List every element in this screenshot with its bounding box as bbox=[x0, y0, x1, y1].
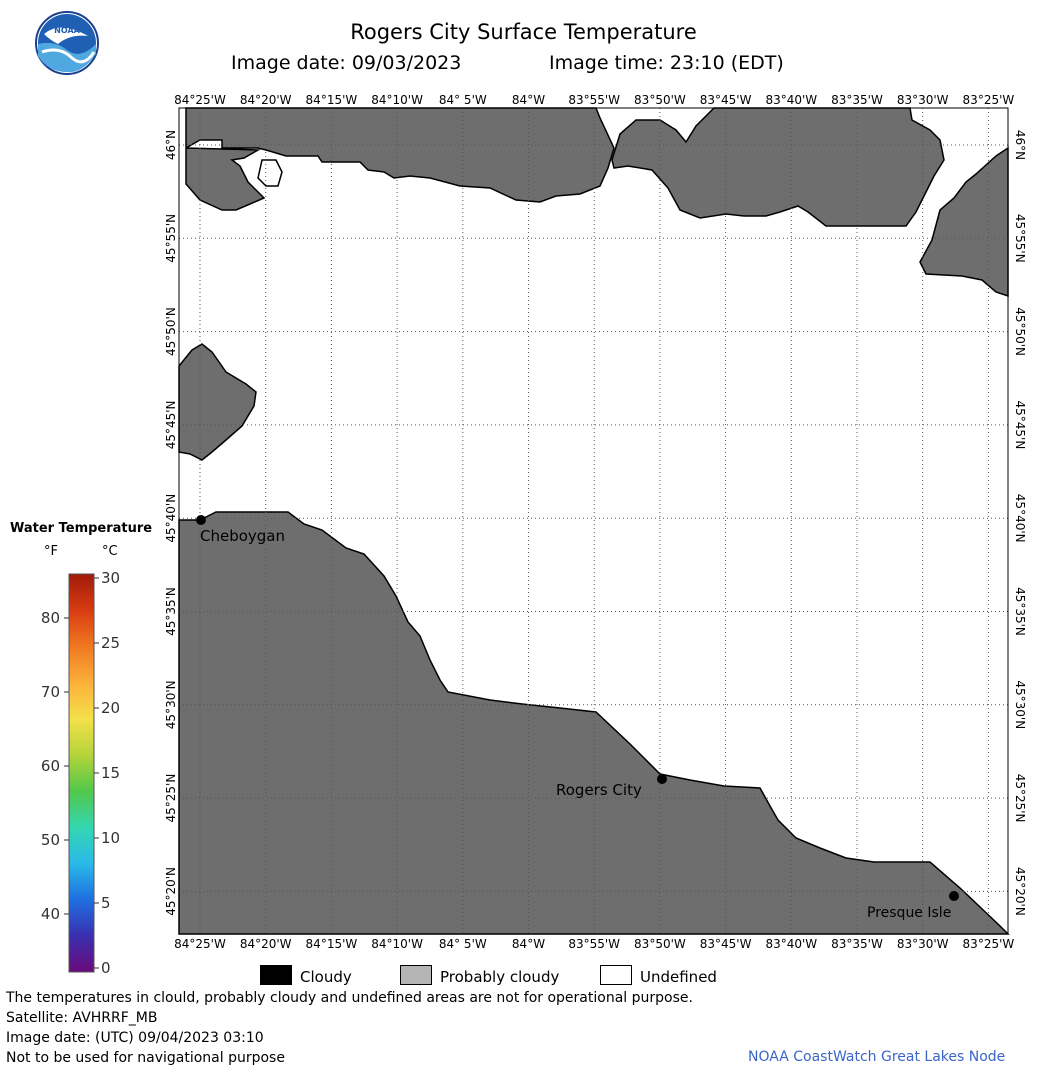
latitude-label-left: 45°55'N bbox=[164, 214, 178, 263]
longitude-label-top: 84° 5'W bbox=[439, 93, 487, 107]
latitude-label-right: 45°45'N bbox=[1013, 400, 1027, 449]
graticule bbox=[179, 108, 1008, 934]
fahrenheit-tick-label: 70 bbox=[41, 683, 60, 701]
land-upper-peninsula bbox=[611, 107, 945, 227]
longitude-label-bottom: 83°25'W bbox=[963, 937, 1015, 951]
probably-cloudy-swatch bbox=[400, 965, 432, 985]
longitude-label-top: 83°35'W bbox=[831, 93, 883, 107]
noaa-logo: NOAA bbox=[35, 11, 99, 75]
longitude-label-top: 83°30'W bbox=[897, 93, 949, 107]
cloudy-label: Cloudy bbox=[300, 968, 352, 986]
latitude-label-left: 45°50'N bbox=[164, 307, 178, 356]
longitude-label-bottom: 83°55'W bbox=[568, 937, 620, 951]
celsius-tick-label: 25 bbox=[101, 634, 120, 652]
longitude-label-top: 83°45'W bbox=[700, 93, 752, 107]
map-border bbox=[178, 107, 1009, 935]
cloudy-swatch bbox=[260, 965, 292, 985]
fahrenheit-tick-label: 50 bbox=[41, 831, 60, 849]
footer-utc-date: Image date: (UTC) 09/04/2023 03:10 bbox=[6, 1030, 264, 1046]
latitude-label-right: 45°20'N bbox=[1013, 867, 1027, 916]
undefined-label: Undefined bbox=[640, 968, 717, 986]
longitude-label-bottom: 84°20'W bbox=[240, 937, 292, 951]
fahrenheit-tick-label: 80 bbox=[41, 609, 60, 627]
land-lower-peninsula bbox=[178, 511, 1010, 935]
place-markers: Cheboygan Rogers City Presque Isle bbox=[196, 515, 959, 921]
celsius-tick-label: 10 bbox=[101, 829, 120, 847]
latitude-label-right: 45°55'N bbox=[1013, 214, 1027, 263]
image-date-label: Image date: 09/03/2023 bbox=[231, 52, 462, 74]
longitude-label-top: 83°55'W bbox=[568, 93, 620, 107]
celsius-tick-label: 15 bbox=[101, 764, 120, 782]
latitude-label-right: 45°40'N bbox=[1013, 494, 1027, 543]
latitude-label-left: 45°25'N bbox=[164, 774, 178, 823]
undefined-swatch bbox=[600, 965, 632, 985]
longitude-label-top: 83°25'W bbox=[963, 93, 1015, 107]
longitude-label-bottom: 84°15'W bbox=[306, 937, 358, 951]
latitude-label-right: 45°50'N bbox=[1013, 307, 1027, 356]
fahrenheit-tick-label: 40 bbox=[41, 905, 60, 923]
latitude-label-right: 45°35'N bbox=[1013, 587, 1027, 636]
latitude-label-left: 45°45'N bbox=[164, 400, 178, 449]
temperature-color-scale bbox=[68, 573, 95, 973]
celsius-tick-label: 0 bbox=[101, 959, 111, 977]
longitude-label-top: 84°W bbox=[512, 93, 545, 107]
presque-isle-label: Presque Isle bbox=[867, 905, 951, 921]
longitude-label-top: 83°40'W bbox=[765, 93, 817, 107]
unit-fahrenheit: °F bbox=[44, 544, 58, 559]
latitude-label-right: 45°30'N bbox=[1013, 680, 1027, 729]
land-cheboygan-point bbox=[178, 343, 257, 461]
longitude-label-bottom: 83°40'W bbox=[765, 937, 817, 951]
land-masses bbox=[178, 107, 1010, 935]
legend-title: Water Temperature bbox=[10, 521, 153, 536]
latitude-labels-right: 46°N 45°55'N 45°50'N 45°45'N 45°40'N 45°35'N 4… bbox=[1013, 130, 1027, 916]
logo-text: NOAA bbox=[54, 26, 80, 35]
latitude-label-left: 45°35'N bbox=[164, 587, 178, 636]
longitude-label-top: 84°15'W bbox=[306, 93, 358, 107]
latitude-label-right: 45°25'N bbox=[1013, 774, 1027, 823]
longitude-labels-top: 84°25'W 84°20'W 84°15'W 84°10'W 84° 5'W 84°W 8… bbox=[174, 93, 1014, 107]
longitude-label-bottom: 83°30'W bbox=[897, 937, 949, 951]
longitude-label-bottom: 84° 5'W bbox=[439, 937, 487, 951]
latitude-labels-left: 46°N 45°55'N 45°50'N 45°45'N 45°40'N 45°35'N 4… bbox=[164, 130, 178, 916]
celsius-tick-label: 30 bbox=[101, 569, 120, 587]
latitude-label-left: 45°20'N bbox=[164, 867, 178, 916]
map-title: Rogers City Surface Temperature bbox=[350, 20, 697, 44]
longitude-label-bottom: 84°10'W bbox=[371, 937, 423, 951]
longitude-label-bottom: 83°45'W bbox=[700, 937, 752, 951]
latitude-label-left: 45°40'N bbox=[164, 494, 178, 543]
longitude-label-bottom: 83°50'W bbox=[634, 937, 686, 951]
celsius-tick-label: 20 bbox=[101, 699, 120, 717]
longitude-label-bottom: 84°W bbox=[512, 937, 545, 951]
cheboygan-marker bbox=[196, 515, 206, 525]
celsius-tick-label: 5 bbox=[101, 894, 111, 912]
fahrenheit-tick-label: 60 bbox=[41, 757, 60, 775]
image-time-label: Image time: 23:10 (EDT) bbox=[549, 52, 784, 74]
longitude-label-top: 84°20'W bbox=[240, 93, 292, 107]
latitude-label-right: 46°N bbox=[1013, 130, 1027, 160]
probably-cloudy-label: Probably cloudy bbox=[440, 968, 560, 986]
longitude-labels-bottom: 84°25'W 84°20'W 84°15'W 84°10'W 84° 5'W 84°W 8… bbox=[174, 937, 1014, 951]
longitude-label-top: 84°25'W bbox=[174, 93, 226, 107]
rogers-city-label: Rogers City bbox=[556, 781, 642, 799]
footer-navigation-warning: Not to be used for navigational purpose bbox=[6, 1050, 285, 1066]
land-drummond bbox=[919, 146, 1009, 298]
cheboygan-label: Cheboygan bbox=[200, 527, 285, 545]
longitude-label-top: 83°50'W bbox=[634, 93, 686, 107]
land-small-island bbox=[257, 159, 283, 187]
latitude-label-left: 45°30'N bbox=[164, 680, 178, 729]
rogers-city-marker bbox=[657, 774, 667, 784]
unit-celsius: °C bbox=[102, 544, 118, 559]
credit-link[interactable]: NOAA CoastWatch Great Lakes Node bbox=[748, 1049, 1006, 1065]
longitude-label-top: 84°10'W bbox=[371, 93, 423, 107]
footer-satellite: Satellite: AVHRRF_MB bbox=[6, 1010, 158, 1026]
longitude-label-bottom: 84°25'W bbox=[174, 937, 226, 951]
footer-disclaimer: The temperatures in clould, probably clo… bbox=[6, 990, 693, 1006]
longitude-label-bottom: 83°35'W bbox=[831, 937, 883, 951]
presque-isle-marker bbox=[949, 891, 959, 901]
latitude-label-left: 46°N bbox=[164, 130, 178, 160]
